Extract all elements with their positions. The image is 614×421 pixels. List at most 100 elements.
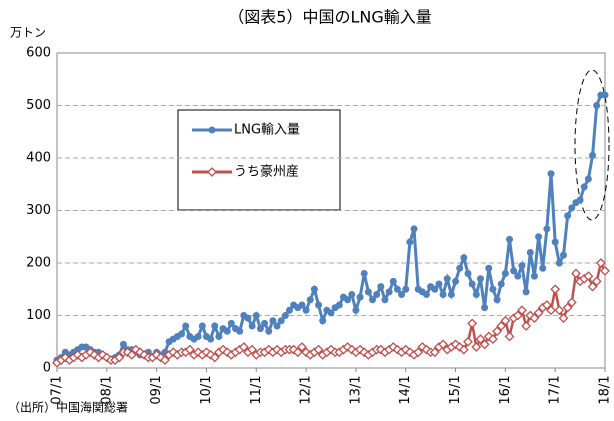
data-point [352, 306, 360, 314]
data-point [566, 297, 577, 308]
data-point [555, 259, 563, 267]
data-point [543, 225, 551, 233]
data-point [244, 314, 252, 322]
data-point [252, 312, 260, 319]
data-point [510, 267, 518, 275]
data-point [369, 296, 377, 304]
data-point [398, 291, 406, 298]
data-point [247, 344, 258, 355]
data-point [456, 264, 464, 272]
data-point [298, 301, 306, 309]
data-point [273, 322, 281, 330]
data-point [512, 310, 523, 321]
legend-marker [208, 126, 216, 134]
data-point [198, 322, 206, 330]
data-point [431, 285, 439, 293]
data-point [348, 291, 356, 298]
data-point [215, 333, 223, 340]
data-point [301, 347, 312, 358]
data-point [463, 336, 473, 347]
data-point [364, 288, 372, 296]
data-point [439, 291, 447, 298]
data-point [481, 304, 489, 312]
data-point [227, 319, 235, 327]
data-point [589, 151, 597, 159]
data-point [218, 344, 228, 355]
data-point [438, 339, 449, 350]
y-tick-label: 100 [26, 308, 51, 323]
data-point [277, 317, 285, 325]
data-point [265, 327, 273, 335]
data-point [297, 342, 307, 352]
x-tick-label: 18/1 [598, 375, 613, 404]
data-point [310, 285, 318, 293]
data-point [256, 325, 264, 333]
data-point [576, 196, 584, 204]
data-point [97, 349, 108, 360]
data-point [119, 340, 127, 348]
data-point [377, 283, 385, 291]
data-point [421, 344, 432, 355]
data-point [600, 265, 610, 276]
data-point [402, 285, 410, 293]
data-point [591, 276, 602, 287]
data-point [476, 275, 484, 283]
data-point [562, 302, 573, 313]
data-point [404, 347, 415, 358]
data-point [207, 335, 215, 343]
data-point [114, 352, 125, 363]
data-point [500, 315, 511, 326]
x-tick-label: 07/1 [50, 375, 65, 404]
data-point [356, 293, 364, 301]
x-tick-label: 12/1 [299, 375, 314, 404]
data-point [529, 313, 540, 324]
data-point [346, 344, 357, 355]
x-tick-label: 15/1 [448, 375, 463, 404]
data-point [464, 270, 472, 277]
data-point [595, 258, 606, 268]
data-point [385, 288, 393, 296]
data-point [306, 296, 314, 304]
data-point [193, 347, 204, 358]
legend-marker [207, 167, 217, 177]
data-point [319, 317, 327, 325]
data-point [355, 344, 365, 355]
data-point [496, 321, 507, 331]
data-point [492, 326, 502, 337]
data-point [550, 284, 561, 295]
data-point [493, 296, 501, 304]
data-point [443, 275, 451, 283]
x-tick-label: 08/1 [99, 375, 114, 404]
data-point [447, 291, 455, 298]
data-point [514, 272, 522, 280]
data-point [178, 330, 186, 338]
data-point [184, 344, 195, 355]
data-point [327, 309, 335, 317]
y-tick-label: 200 [26, 256, 51, 271]
data-point [530, 272, 538, 280]
data-point [533, 307, 544, 318]
data-point [506, 235, 514, 243]
data-point [558, 313, 569, 324]
data-point [454, 342, 465, 352]
data-point [388, 342, 399, 352]
data-point [467, 318, 478, 329]
y-tick-label: 0 [43, 361, 51, 376]
data-point [593, 102, 601, 109]
data-point [452, 277, 460, 285]
data-point [315, 301, 323, 309]
data-point [584, 175, 592, 183]
y-tick-label: 300 [26, 203, 51, 218]
data-point [521, 321, 532, 331]
data-point [429, 347, 440, 358]
y-tick-label: 600 [26, 46, 51, 61]
data-point [458, 344, 469, 355]
legend-box [177, 109, 341, 211]
data-point [460, 254, 468, 262]
data-point [501, 270, 509, 277]
data-point [525, 310, 536, 321]
x-tick-label: 10/1 [199, 375, 214, 404]
data-point [504, 331, 515, 342]
data-point [410, 225, 418, 233]
